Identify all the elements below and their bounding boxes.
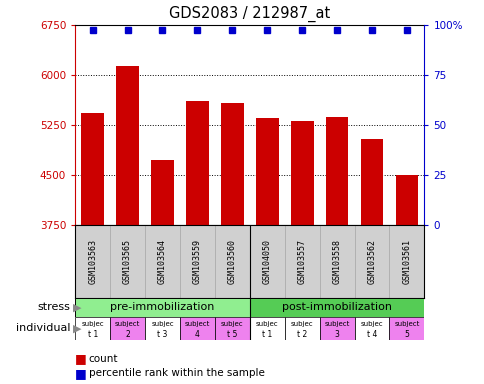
Bar [180,317,214,340]
Bar [214,225,249,298]
Text: subjec: subjec [221,321,243,327]
Text: individual: individual [16,323,70,333]
Bar [186,101,208,225]
Bar [249,298,424,317]
Text: ▶: ▶ [73,323,81,333]
Text: stress: stress [37,302,70,312]
Text: subject: subject [115,321,140,327]
Bar [116,66,138,225]
Text: GSM103558: GSM103558 [332,238,341,284]
Bar [75,225,110,298]
Bar [145,225,180,298]
Text: t 1: t 1 [261,329,272,339]
Text: GSM103565: GSM103565 [123,238,132,284]
Text: count: count [89,354,118,364]
Title: GDS2083 / 212987_at: GDS2083 / 212987_at [169,6,330,22]
Bar [145,317,180,340]
Text: GSM103562: GSM103562 [367,238,376,284]
Text: percentile rank within the sample: percentile rank within the sample [89,368,264,378]
Text: ■: ■ [75,367,87,380]
Text: subject: subject [324,321,349,327]
Text: pre-immobilization: pre-immobilization [110,302,214,312]
Bar [249,225,284,298]
Text: ▶: ▶ [73,302,81,312]
Text: GSM103560: GSM103560 [227,238,236,284]
Bar [110,225,145,298]
Text: 2: 2 [125,329,130,339]
Bar [151,160,173,225]
Bar [389,317,424,340]
Bar [325,118,348,225]
Text: GSM103561: GSM103561 [402,238,410,284]
Bar [81,114,104,225]
Bar [354,317,389,340]
Text: 3: 3 [334,329,339,339]
Text: GSM103559: GSM103559 [193,238,201,284]
Text: 4: 4 [195,329,199,339]
Text: subjec: subjec [151,321,173,327]
Text: subject: subject [184,321,210,327]
Bar [180,225,214,298]
Bar [319,317,354,340]
Text: t 3: t 3 [157,329,167,339]
Text: post-immobilization: post-immobilization [282,302,391,312]
Text: subjec: subjec [256,321,278,327]
Bar [75,298,249,317]
Text: 5: 5 [404,329,408,339]
Bar [389,225,424,298]
Bar [284,317,319,340]
Text: t 2: t 2 [296,329,307,339]
Text: subjec: subjec [360,321,382,327]
Text: GSM104050: GSM104050 [262,238,271,284]
Bar [290,121,313,225]
Bar [360,139,382,225]
Bar [221,103,243,225]
Text: GSM103564: GSM103564 [158,238,166,284]
Text: t 5: t 5 [227,329,237,339]
Bar [354,225,389,298]
Bar [395,175,417,225]
Bar [110,317,145,340]
Text: t 4: t 4 [366,329,377,339]
Text: subject: subject [393,321,419,327]
Bar [214,317,249,340]
Bar [284,225,319,298]
Text: GSM103563: GSM103563 [88,238,97,284]
Bar [256,118,278,225]
Bar [249,317,284,340]
Text: subjec: subjec [290,321,313,327]
Bar [75,317,110,340]
Bar [319,225,354,298]
Text: GSM103557: GSM103557 [297,238,306,284]
Text: ■: ■ [75,353,87,366]
Text: subjec: subjec [81,321,104,327]
Text: t 1: t 1 [87,329,98,339]
